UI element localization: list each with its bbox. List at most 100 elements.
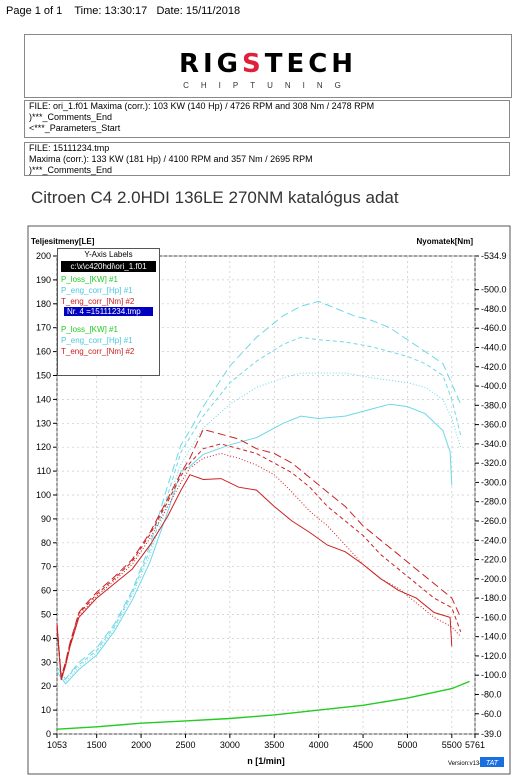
y-left-axis-label: Teljesitmeny[LE] [31,237,95,246]
y-left-tick-label: 0 [46,729,51,739]
y-left-tick-label: 130 [36,418,51,428]
y-left-tick-label: 90 [41,514,51,524]
x-tick-label: 2000 [131,740,151,750]
y-left-tick-label: 110 [37,466,51,476]
y-right-tick-label: -200.0 [481,574,507,584]
x-tick-label: 5500 [442,740,462,750]
chart-caption: Citroen C4 2.0HDI 136LE 270NM katalógus … [31,188,399,207]
logo-panel: RIGSTECH CHIPTUNING [24,34,512,98]
legend-title: Y-Axis Labels [84,250,133,259]
y-left-tick-label: 120 [36,442,51,452]
y-right-tick-label: -260.0 [481,516,507,526]
page-count: Page 1 of 1 [6,5,63,17]
legend-item-torque-1[interactable]: T_eng_corr_[Nm] #2 [61,297,135,306]
y-right-tick-label: -440.0 [481,342,507,352]
chart-frame [27,225,511,775]
y-right-tick-label: -180.0 [481,593,507,603]
brand-logo: RIGSTECH [178,49,358,79]
y-left-tick-label: 30 [41,657,51,667]
y-right-tick-label: -80.0 [481,689,502,699]
legend-item-loss-1[interactable]: P_loss_[KW] #1 [61,275,118,284]
y-left-tick-label: 170 [36,323,51,333]
tat-badge [480,757,504,767]
legend-item-power-1[interactable]: P_eng_corr_[Hp] #1 [61,286,133,295]
series-line-power-1 [56,372,462,683]
y-left-tick-label: 10 [41,705,51,715]
time-label: Time: [74,5,102,17]
y-right-tick-label: -100.0 [481,670,507,680]
x-tick-label: 3500 [264,740,284,750]
x-tick-label: 4500 [353,740,373,750]
y-left-tick-label: 60 [41,586,51,596]
series-line-torque-4 [56,474,453,681]
x-tick-label: 4000 [309,740,329,750]
y-left-tick-label: 190 [36,275,51,285]
y-right-tick-label: -160.0 [481,612,507,622]
version-label: Version:v134 [448,761,483,767]
series-line-power-2 [56,336,462,680]
x-tick-label: 2500 [175,740,195,750]
y-left-tick-label: 40 [41,633,51,643]
y-right-tick-label: -60.0 [481,709,502,719]
y-left-tick-label: 140 [36,394,51,404]
series-line-torque-7 [56,428,462,678]
file-info-1-line-3: <***_Parameters_Start [29,123,121,133]
y-right-tick-label: -400.0 [481,381,507,391]
file-info-2-line-1: FILE: 15111234.tmp [29,143,110,153]
y-left-tick-label: 160 [36,347,51,357]
series-line-loss-8 [56,680,470,730]
y-right-tick-label: -340.0 [481,439,507,449]
y-right-tick-label: -140.0 [481,632,507,642]
file-info-1-line-2: )***_Comments_End [29,112,113,122]
x-tick-label: 5000 [397,740,417,750]
y-right-tick-label: -220.0 [481,555,507,565]
legend-selected-file[interactable]: c:\x\c420hdi\ori_1.f01 [61,261,156,272]
y-left-tick-label: 50 [41,610,51,620]
y-left-tick-label: 70 [41,562,51,572]
y-right-tick-label: -420.0 [481,362,507,372]
y-axis-legend: Y-Axis Labels c:\x\c420hdi\ori_1.f01 P_l… [57,248,160,376]
time-value: 13:30:17 [104,5,148,17]
y-right-tick-label: -380.0 [481,400,507,410]
file-info-2: FILE: 15111234.tmp Maxima (corr.): 133 K… [24,142,510,176]
y-left-tick-label: 150 [36,371,51,381]
x-tick-label: 1053 [47,740,67,750]
legend-item-power-2[interactable]: P_eng_corr_[Hp] #1 [61,336,133,345]
file-info-2-line-3: )***_Comments_End [29,165,113,175]
date-label: Date: [156,5,183,17]
file-info-1-line-1: FILE: ori_1.f01 Maxima (corr.): 103 KW (… [29,101,375,111]
series-line-power-0 [56,403,453,685]
y-left-tick-label: 100 [36,490,51,500]
dyno-chart: 0 10 20 30 40 50 60 70 80 90 100 110 120 130 140 150 160… [27,225,511,775]
y-right-tick-label: -460.0 [481,323,507,333]
file-info-2-line-2: Maxima (corr.): 133 KW (181 Hp) / 4100 R… [29,154,313,164]
y-right-tick-label: -240.0 [481,535,507,545]
legend-item-loss-2[interactable]: P_loss_[KW] #1 [61,325,118,334]
y-left-tick-label: 80 [41,538,51,548]
y-right-tick-label: -39.0 [481,729,502,739]
x-tick-label: 1500 [87,740,107,750]
series-line-torque-6 [56,443,462,679]
y-right-axis-label: Nyomatek[Nm] [417,237,474,246]
y-right-tick-label: -534.9 [481,251,507,261]
series-line-power-3 [56,300,462,680]
x-tick-label: 5761 [465,740,485,750]
y-right-tick-label: -320.0 [481,458,507,468]
file-info-1: FILE: ori_1.f01 Maxima (corr.): 103 KW (… [24,100,510,138]
y-left-tick-label: 180 [36,299,51,309]
x-tick-label: 3000 [220,740,240,750]
tat-label: TAT [486,760,499,767]
brand-subtitle: CHIPTUNING [183,81,353,90]
y-right-tick-label: -500.0 [481,285,507,295]
y-right-tick-label: -300.0 [481,477,507,487]
y-right-tick-label: -120.0 [481,651,507,661]
y-right-tick-label: -280.0 [481,497,507,507]
y-right-tick-label: -360.0 [481,420,507,430]
legend-item-torque-2[interactable]: T_eng_corr_[Nm] #2 [61,347,135,356]
y-left-tick-label: 200 [36,251,51,261]
legend-highlight-file[interactable]: Nr. 4 =15111234.tmp [64,307,153,316]
x-axis-label: n [1/min] [247,756,285,766]
page-header: Page 1 of 1 Time: 13:30:17 Date: 15/11/2… [6,5,240,17]
series-line-torque-5 [56,452,462,680]
date-value: 15/11/2018 [185,5,241,17]
